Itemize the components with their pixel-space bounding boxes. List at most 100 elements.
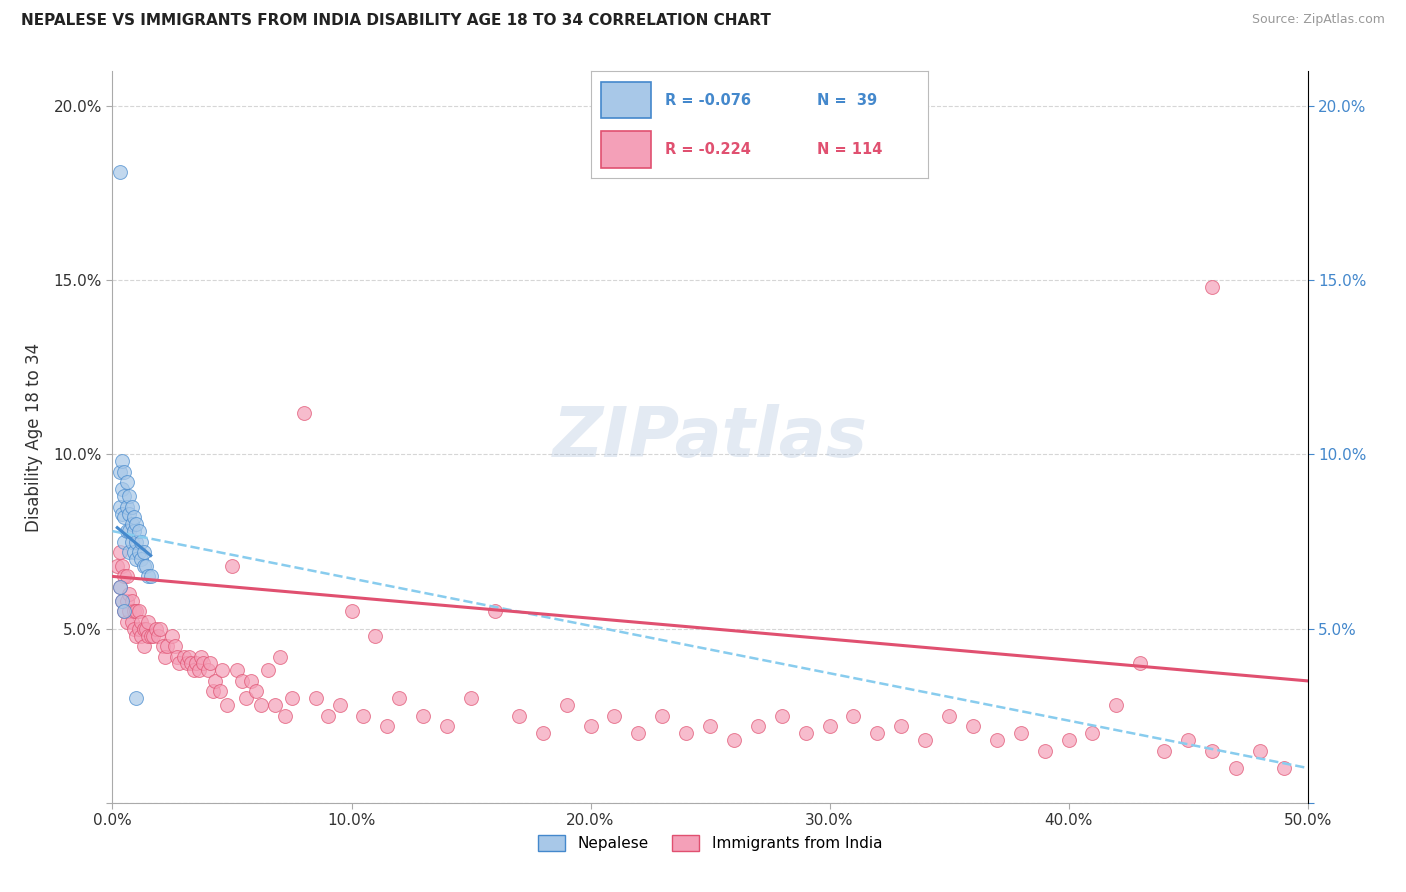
- Point: [340, 604, 363, 618]
- Text: ZIPatlas: ZIPatlas: [553, 403, 868, 471]
- Point: [747, 719, 769, 733]
- Text: N =  39: N = 39: [817, 93, 877, 108]
- Point: [201, 684, 224, 698]
- Point: [257, 664, 280, 678]
- Point: [122, 545, 145, 559]
- Point: [914, 733, 936, 747]
- Point: [217, 698, 239, 713]
- Point: [129, 534, 152, 549]
- Point: [1225, 761, 1247, 775]
- Point: [221, 558, 243, 573]
- Point: [197, 664, 219, 678]
- Point: [508, 708, 530, 723]
- Point: [818, 719, 841, 733]
- Point: [118, 507, 141, 521]
- Point: [364, 629, 387, 643]
- Point: [316, 708, 339, 723]
- Point: [138, 629, 160, 643]
- Y-axis label: Disability Age 18 to 34: Disability Age 18 to 34: [24, 343, 42, 532]
- Point: [111, 594, 134, 608]
- FancyBboxPatch shape: [600, 131, 651, 168]
- Point: [118, 489, 141, 503]
- Point: [115, 569, 138, 583]
- Point: [145, 622, 167, 636]
- Point: [132, 545, 155, 559]
- Point: [162, 629, 183, 643]
- Point: [128, 604, 150, 618]
- Point: [531, 726, 554, 740]
- Point: [129, 629, 152, 643]
- Point: [114, 569, 135, 583]
- Point: [245, 684, 267, 698]
- Point: [436, 719, 458, 733]
- Point: [115, 594, 138, 608]
- Point: [115, 500, 138, 514]
- Point: [211, 664, 233, 678]
- Point: [122, 604, 145, 618]
- Point: [108, 465, 131, 479]
- Point: [1153, 743, 1175, 757]
- Point: [1201, 743, 1223, 757]
- Legend: Nepalese, Immigrants from India: Nepalese, Immigrants from India: [531, 830, 889, 857]
- Point: [187, 664, 209, 678]
- Point: [273, 708, 295, 723]
- Point: [132, 639, 155, 653]
- Point: [1033, 743, 1056, 757]
- Point: [1272, 761, 1295, 775]
- Point: [108, 580, 131, 594]
- Point: [153, 649, 176, 664]
- Point: [122, 524, 145, 538]
- Point: [235, 691, 257, 706]
- Point: [193, 657, 215, 671]
- Text: R = -0.224: R = -0.224: [665, 142, 751, 157]
- Point: [388, 691, 411, 706]
- Point: [152, 639, 174, 653]
- Point: [186, 657, 208, 671]
- Point: [231, 673, 253, 688]
- Point: [264, 698, 287, 713]
- Point: [118, 604, 141, 618]
- Point: [200, 657, 222, 671]
- Point: [111, 454, 134, 468]
- Point: [108, 165, 131, 179]
- Point: [125, 604, 148, 618]
- Point: [962, 719, 984, 733]
- Point: [118, 587, 141, 601]
- Text: R = -0.076: R = -0.076: [665, 93, 751, 108]
- Point: [240, 673, 263, 688]
- Point: [122, 622, 145, 636]
- Point: [138, 615, 160, 629]
- Point: [111, 507, 134, 521]
- Point: [115, 475, 138, 490]
- Point: [627, 726, 650, 740]
- Point: [225, 664, 247, 678]
- Point: [142, 629, 165, 643]
- Point: [114, 489, 135, 503]
- Point: [1129, 657, 1152, 671]
- Point: [118, 524, 141, 538]
- Point: [281, 691, 304, 706]
- Point: [121, 517, 143, 532]
- Point: [651, 708, 673, 723]
- Text: NEPALESE VS IMMIGRANTS FROM INDIA DISABILITY AGE 18 TO 34 CORRELATION CHART: NEPALESE VS IMMIGRANTS FROM INDIA DISABI…: [21, 13, 770, 29]
- Point: [115, 524, 138, 538]
- Point: [114, 534, 135, 549]
- Point: [176, 657, 198, 671]
- Point: [377, 719, 399, 733]
- Point: [146, 629, 169, 643]
- Point: [149, 622, 172, 636]
- Point: [579, 719, 602, 733]
- Point: [135, 622, 157, 636]
- Point: [352, 708, 374, 723]
- Point: [125, 517, 148, 532]
- Point: [121, 594, 143, 608]
- Point: [121, 615, 143, 629]
- Point: [108, 500, 131, 514]
- Point: [129, 552, 152, 566]
- Point: [163, 639, 186, 653]
- Point: [156, 639, 179, 653]
- Point: [139, 629, 162, 643]
- Point: [129, 615, 152, 629]
- Point: [1177, 733, 1199, 747]
- Point: [135, 558, 157, 573]
